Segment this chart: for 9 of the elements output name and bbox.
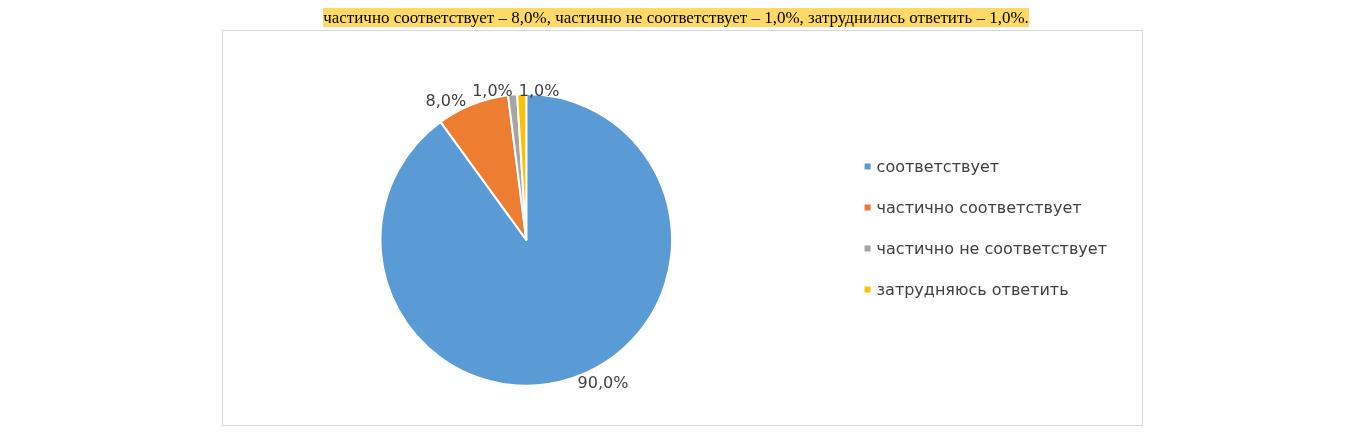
legend-label: соответствует [876,157,1000,176]
data-label: 1,0% [518,80,560,100]
data-label: 90,0% [577,372,629,392]
legend-label: затрудняюсь ответить [876,280,1069,299]
text: частично соответствует – 8,0%, частично не соответствует – 1,0%, затруднились ответить – 1,0%. [323,8,1029,27]
legend-label: частично соответствует [876,198,1082,217]
data-label: 8,0% [425,91,467,111]
legend-label: частично не соответствует [876,239,1107,258]
data-label: 1,0% [472,81,513,101]
